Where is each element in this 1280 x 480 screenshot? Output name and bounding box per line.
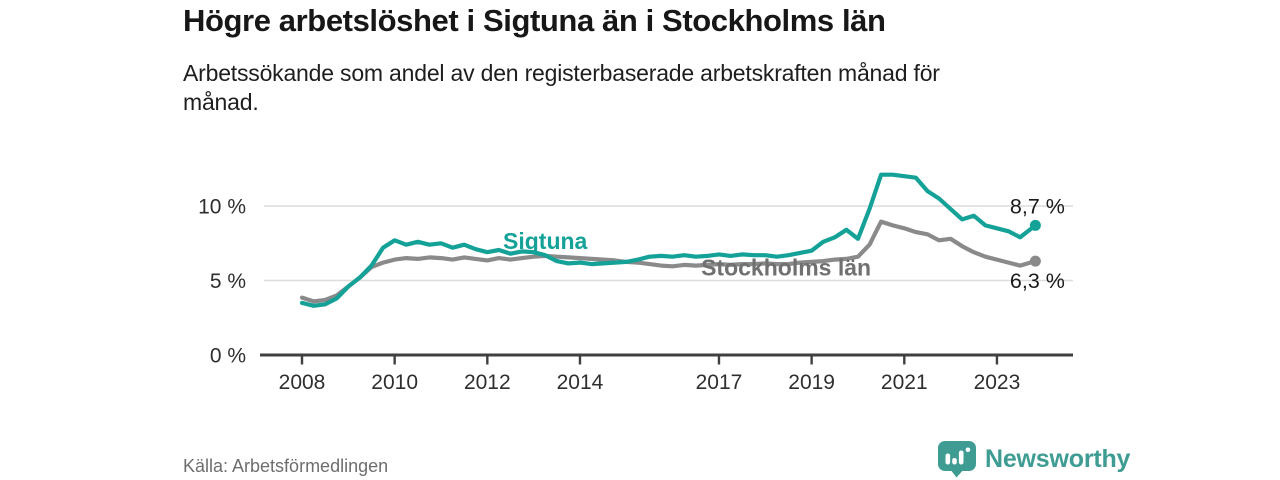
x-tick-label-2023: 2023 (974, 371, 1021, 394)
y-tick-label-0: 0 % (210, 345, 246, 368)
x-tick-label-2019: 2019 (788, 371, 835, 394)
end-dot-stockholm (1029, 255, 1041, 267)
end-dot-sigtuna (1029, 219, 1041, 231)
x-tick-label-2017: 2017 (696, 371, 743, 394)
newsworthy-logo: Newsworthy (938, 441, 1130, 478)
y-tick-label-5: 5 % (210, 270, 246, 293)
x-tick-label-2021: 2021 (881, 371, 928, 394)
subtitle-line-2: månad. (183, 89, 259, 115)
x-tick-label-2010: 2010 (371, 371, 418, 394)
series-inline-label-stockholm: Stockholms län (701, 254, 871, 280)
newsworthy-wordmark: Newsworthy (985, 445, 1131, 473)
chart-title: Högre arbetslöshet i Sigtuna än i Stockh… (183, 3, 886, 38)
chart-subtitle: Arbetssökande som andel av den registerb… (183, 59, 940, 117)
x-tick-label-2008: 2008 (279, 371, 326, 394)
end-value-label-sigtuna: 8,7 % (1010, 194, 1065, 218)
end-value-label-stockholm: 6,3 % (1010, 269, 1065, 293)
series-inline-label-sigtuna: Sigtuna (503, 228, 588, 254)
subtitle-line-1: Arbetssökande som andel av den registerb… (183, 60, 940, 86)
series-line-stockholm (299, 219, 1038, 304)
series-line-sigtuna (299, 172, 1038, 308)
x-tick-label-2012: 2012 (464, 371, 511, 394)
y-tick-label-10: 10 % (198, 196, 246, 219)
x-tick-label-2014: 2014 (557, 371, 604, 394)
newsworthy-bubble-chart-icon (938, 441, 976, 478)
source-note: Källa: Arbetsförmedlingen (183, 456, 389, 476)
